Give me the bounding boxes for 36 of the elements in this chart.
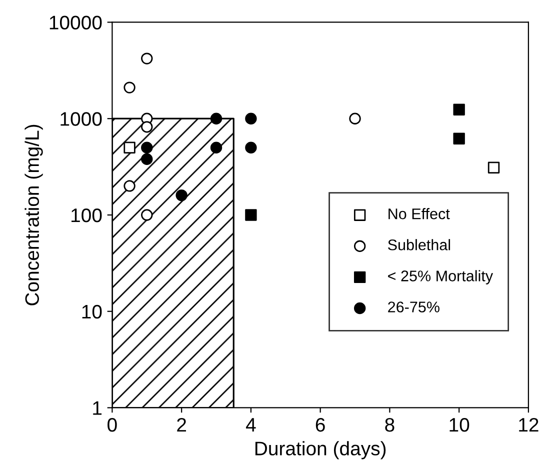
- x-tick-label: 0: [108, 418, 117, 432]
- legend-label: 26-75%: [388, 302, 440, 312]
- point: [210, 112, 222, 124]
- y-tick-label: 1000: [60, 112, 102, 126]
- point: [141, 153, 153, 165]
- x-tick-label: 12: [519, 418, 538, 432]
- point: [124, 82, 136, 94]
- point: [453, 104, 465, 116]
- point: [176, 189, 188, 202]
- y-tick-label: 100: [72, 208, 102, 222]
- legend-label: < 25% Mortality: [388, 270, 494, 284]
- point: [245, 209, 257, 221]
- point: [141, 142, 153, 154]
- legend-label: Sublethal: [388, 239, 450, 250]
- x-tick-label: 8: [385, 418, 394, 432]
- legend-label: No Effect: [388, 208, 450, 220]
- x-tick-label: 4: [246, 418, 256, 432]
- point: [349, 112, 361, 124]
- point: [141, 209, 153, 221]
- y-tick-label: 1: [93, 401, 102, 415]
- point: [124, 180, 136, 192]
- x-tick-label: 2: [177, 418, 186, 432]
- y-tick-label: 10: [82, 304, 102, 319]
- point: [245, 112, 257, 124]
- x-axis-title: Duration (days): [255, 441, 386, 460]
- point: [488, 162, 500, 174]
- point: [141, 52, 153, 64]
- x-tick-label: 6: [316, 418, 325, 432]
- x-tick-label: 10: [450, 418, 470, 432]
- point: [453, 132, 465, 144]
- y-axis-title: Concentration (mg/L): [24, 124, 43, 306]
- y-tick-label: 10000: [50, 16, 102, 30]
- point: [210, 142, 222, 154]
- point: [245, 142, 257, 154]
- point: [124, 142, 136, 154]
- point: [141, 121, 153, 133]
